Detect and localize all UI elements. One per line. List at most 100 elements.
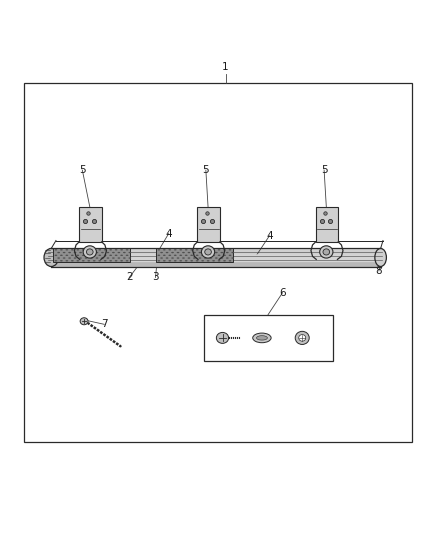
Ellipse shape: [207, 255, 209, 256]
Ellipse shape: [204, 257, 207, 259]
Ellipse shape: [126, 249, 128, 251]
Ellipse shape: [117, 257, 120, 259]
Text: 8: 8: [375, 266, 382, 276]
Ellipse shape: [212, 260, 215, 262]
Polygon shape: [198, 207, 220, 242]
Ellipse shape: [212, 255, 215, 256]
Ellipse shape: [57, 252, 60, 253]
Ellipse shape: [187, 257, 191, 259]
Ellipse shape: [191, 255, 193, 256]
Ellipse shape: [212, 249, 215, 251]
Ellipse shape: [220, 252, 223, 253]
Ellipse shape: [77, 260, 79, 262]
Ellipse shape: [169, 249, 171, 251]
Ellipse shape: [74, 252, 77, 253]
Ellipse shape: [180, 255, 182, 256]
Ellipse shape: [83, 246, 96, 258]
Ellipse shape: [123, 252, 126, 253]
Ellipse shape: [126, 255, 128, 256]
Ellipse shape: [201, 255, 204, 256]
Ellipse shape: [215, 252, 218, 253]
Ellipse shape: [177, 252, 180, 253]
Text: 1: 1: [222, 62, 229, 72]
Bar: [24, 83, 412, 442]
Ellipse shape: [71, 260, 74, 262]
Ellipse shape: [169, 260, 171, 262]
Ellipse shape: [160, 252, 163, 253]
Ellipse shape: [229, 260, 231, 262]
Ellipse shape: [223, 249, 226, 251]
Ellipse shape: [77, 249, 79, 251]
Ellipse shape: [68, 252, 71, 253]
Ellipse shape: [104, 255, 106, 256]
Ellipse shape: [115, 255, 117, 256]
Ellipse shape: [99, 255, 101, 256]
Ellipse shape: [180, 249, 182, 251]
Ellipse shape: [79, 252, 82, 253]
Ellipse shape: [196, 249, 198, 251]
Ellipse shape: [55, 249, 57, 251]
Ellipse shape: [226, 252, 229, 253]
Ellipse shape: [60, 249, 63, 251]
Ellipse shape: [229, 249, 231, 251]
Ellipse shape: [95, 257, 99, 259]
Polygon shape: [316, 207, 338, 242]
Ellipse shape: [207, 260, 209, 262]
Ellipse shape: [182, 257, 185, 259]
Ellipse shape: [201, 249, 204, 251]
Ellipse shape: [253, 333, 271, 343]
Ellipse shape: [160, 257, 163, 259]
Text: 2: 2: [126, 272, 133, 282]
Ellipse shape: [323, 249, 330, 255]
Ellipse shape: [112, 252, 115, 253]
Ellipse shape: [106, 257, 110, 259]
Text: 5: 5: [202, 165, 209, 175]
Ellipse shape: [169, 255, 171, 256]
Ellipse shape: [163, 255, 166, 256]
Ellipse shape: [180, 260, 182, 262]
Ellipse shape: [93, 260, 95, 262]
Ellipse shape: [299, 335, 306, 341]
Ellipse shape: [171, 252, 174, 253]
Ellipse shape: [85, 252, 88, 253]
Ellipse shape: [174, 255, 177, 256]
Ellipse shape: [90, 257, 93, 259]
Ellipse shape: [295, 332, 309, 344]
Ellipse shape: [196, 255, 198, 256]
Ellipse shape: [57, 257, 60, 259]
Ellipse shape: [128, 257, 131, 259]
Ellipse shape: [55, 255, 57, 256]
Ellipse shape: [174, 249, 177, 251]
Ellipse shape: [163, 249, 166, 251]
Ellipse shape: [117, 252, 120, 253]
Ellipse shape: [126, 260, 128, 262]
Ellipse shape: [375, 248, 386, 266]
Ellipse shape: [104, 260, 106, 262]
Ellipse shape: [115, 260, 117, 262]
Ellipse shape: [218, 260, 220, 262]
Ellipse shape: [123, 257, 126, 259]
Ellipse shape: [204, 252, 207, 253]
Ellipse shape: [320, 246, 333, 258]
Text: 4: 4: [266, 231, 273, 241]
Ellipse shape: [120, 260, 123, 262]
Text: 3: 3: [152, 272, 159, 282]
Ellipse shape: [82, 260, 85, 262]
Ellipse shape: [196, 260, 198, 262]
Ellipse shape: [193, 252, 196, 253]
Ellipse shape: [93, 255, 95, 256]
Ellipse shape: [93, 249, 95, 251]
Text: 5: 5: [79, 165, 86, 175]
Ellipse shape: [215, 257, 218, 259]
Ellipse shape: [55, 260, 57, 262]
Ellipse shape: [82, 249, 85, 251]
Ellipse shape: [201, 246, 215, 258]
Ellipse shape: [86, 249, 93, 255]
Ellipse shape: [218, 255, 220, 256]
Text: 4: 4: [165, 229, 172, 239]
Ellipse shape: [187, 252, 191, 253]
Ellipse shape: [177, 257, 180, 259]
Ellipse shape: [209, 252, 212, 253]
Ellipse shape: [106, 252, 110, 253]
Ellipse shape: [198, 257, 201, 259]
